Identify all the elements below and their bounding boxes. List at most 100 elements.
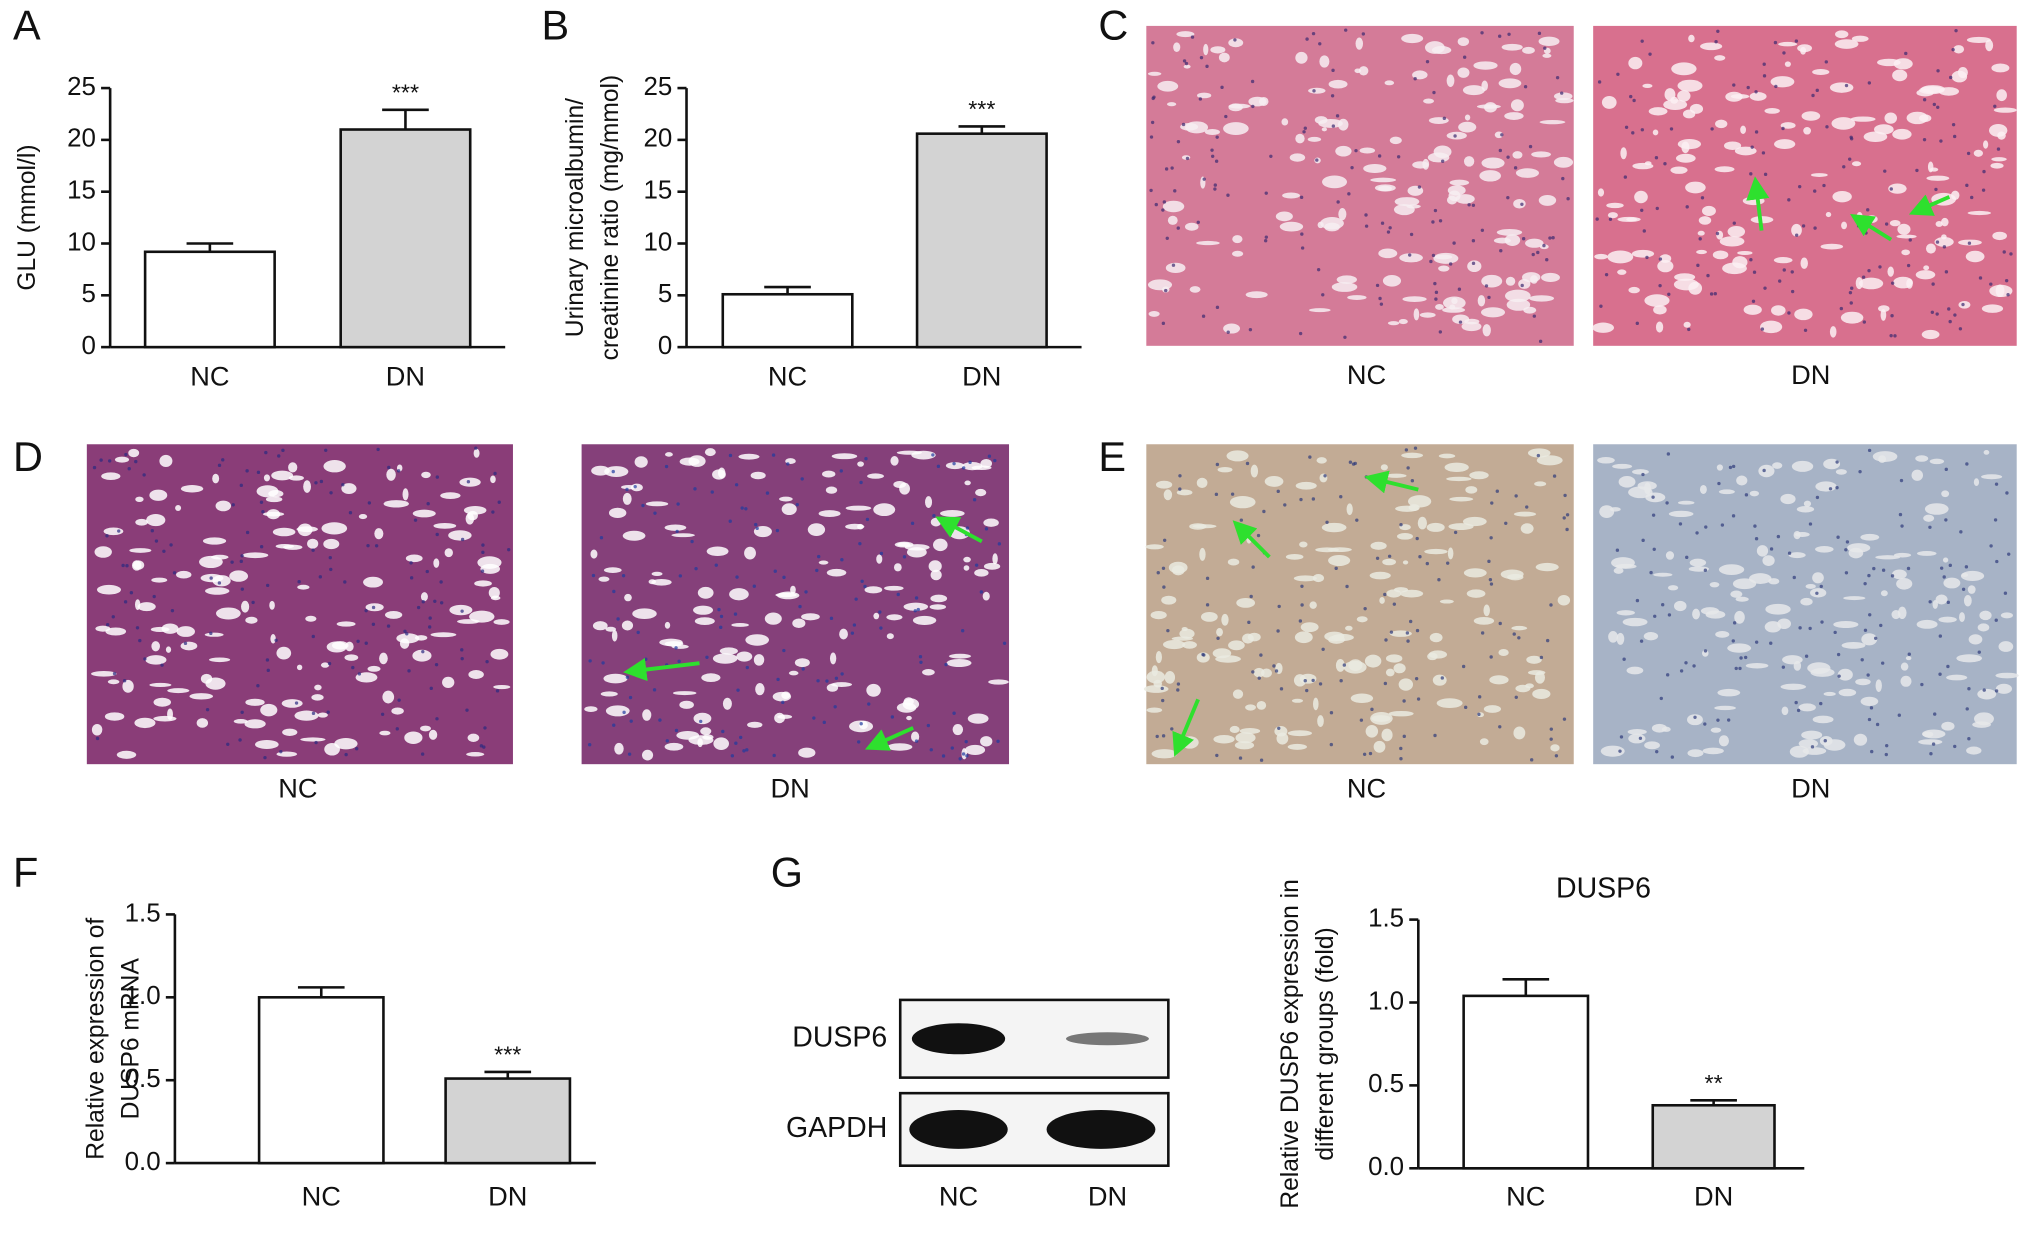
arrow: [1364, 470, 1419, 494]
tubule: [104, 712, 125, 721]
nucleus: [1995, 559, 1999, 564]
tubule: [1553, 156, 1574, 168]
tubule: [1338, 118, 1349, 131]
tubule: [1683, 321, 1691, 328]
nucleus: [1181, 122, 1186, 127]
nucleus: [409, 576, 414, 580]
tubule: [1951, 190, 1960, 200]
nucleus: [1478, 695, 1482, 699]
tubule: [332, 641, 349, 650]
tubule: [355, 672, 378, 683]
nucleus: [1406, 639, 1410, 643]
nucleus: [265, 658, 270, 662]
nucleus: [745, 748, 749, 752]
nucleus: [1405, 631, 1410, 635]
tubule: [1287, 743, 1307, 750]
nucleus: [1824, 60, 1828, 64]
nucleus: [1210, 148, 1214, 152]
tubule: [887, 743, 913, 751]
nucleus: [902, 555, 907, 559]
tubule: [839, 628, 848, 640]
nucleus: [1487, 295, 1491, 300]
nucleus: [932, 514, 936, 518]
tubule: [1446, 74, 1455, 87]
tubule: [391, 707, 404, 715]
nucleus: [1751, 299, 1756, 303]
nucleus: [1214, 159, 1219, 163]
panel-label: A: [13, 1, 41, 48]
tubule: [1436, 698, 1463, 709]
tubule: [1938, 616, 1957, 623]
tubule: [1315, 547, 1339, 553]
tubule: [1688, 34, 1695, 43]
nucleus: [1889, 333, 1893, 338]
tubule: [605, 705, 630, 717]
arrow: [1232, 520, 1271, 559]
nucleus: [1536, 453, 1541, 458]
tubule: [1513, 198, 1526, 209]
tubule: [1627, 729, 1647, 735]
nucleus: [1635, 598, 1640, 603]
nucleus: [1565, 513, 1570, 517]
tubule: [202, 537, 227, 545]
nucleus: [733, 612, 738, 616]
nucleus: [817, 554, 821, 559]
tubule: [444, 548, 453, 558]
tubule: [1382, 274, 1402, 287]
nucleus: [314, 481, 318, 485]
tubule: [906, 715, 912, 721]
nucleus: [1794, 233, 1799, 237]
nucleus: [1994, 689, 1999, 693]
nucleus: [1164, 288, 1168, 293]
nucleus: [439, 580, 443, 584]
bar: [339, 128, 472, 349]
tubule: [167, 688, 190, 694]
tubule: [664, 621, 671, 629]
tubule: [781, 691, 791, 699]
tubule: [713, 737, 729, 750]
nucleus: [916, 607, 920, 612]
nucleus: [1262, 509, 1266, 514]
nucleus: [1561, 176, 1565, 181]
y-tick-label: 0.0: [1368, 1153, 1404, 1181]
y-tick-label: 10: [67, 228, 96, 256]
nucleus: [1378, 296, 1382, 301]
tubule: [1597, 188, 1605, 197]
tubule: [1469, 471, 1489, 480]
tubule: [1176, 31, 1195, 38]
tubule: [1700, 42, 1723, 51]
nucleus: [1305, 37, 1309, 41]
nucleus: [364, 608, 368, 613]
tubule: [1399, 253, 1423, 263]
tubule: [1953, 45, 1965, 54]
image-caption: DN: [1791, 359, 1830, 390]
tubule: [275, 543, 294, 549]
tubule: [1884, 112, 1898, 124]
nucleus: [1615, 548, 1620, 552]
tubule: [1892, 128, 1912, 140]
tubule: [1773, 257, 1793, 264]
tubule: [107, 679, 120, 685]
tubule: [1835, 30, 1849, 39]
nucleus: [1774, 84, 1778, 89]
nucleus: [1867, 448, 1872, 453]
nucleus: [1848, 290, 1853, 295]
nucleus: [1883, 169, 1887, 173]
tubule: [1400, 589, 1424, 598]
nucleus: [1214, 492, 1219, 497]
nucleus: [209, 631, 213, 636]
tubule: [281, 699, 303, 708]
nucleus: [1384, 638, 1388, 642]
tubule: [1699, 484, 1707, 494]
nucleus: [1906, 263, 1911, 268]
tubule: [1151, 665, 1158, 677]
arrow: [935, 516, 983, 544]
nucleus: [674, 646, 678, 650]
tubule: [1897, 606, 1907, 620]
nucleus: [172, 571, 177, 575]
nucleus: [1151, 41, 1155, 45]
nucleus: [1744, 493, 1749, 497]
nucleus: [1684, 661, 1688, 665]
tubule: [1316, 457, 1327, 464]
tubule: [1727, 643, 1752, 653]
